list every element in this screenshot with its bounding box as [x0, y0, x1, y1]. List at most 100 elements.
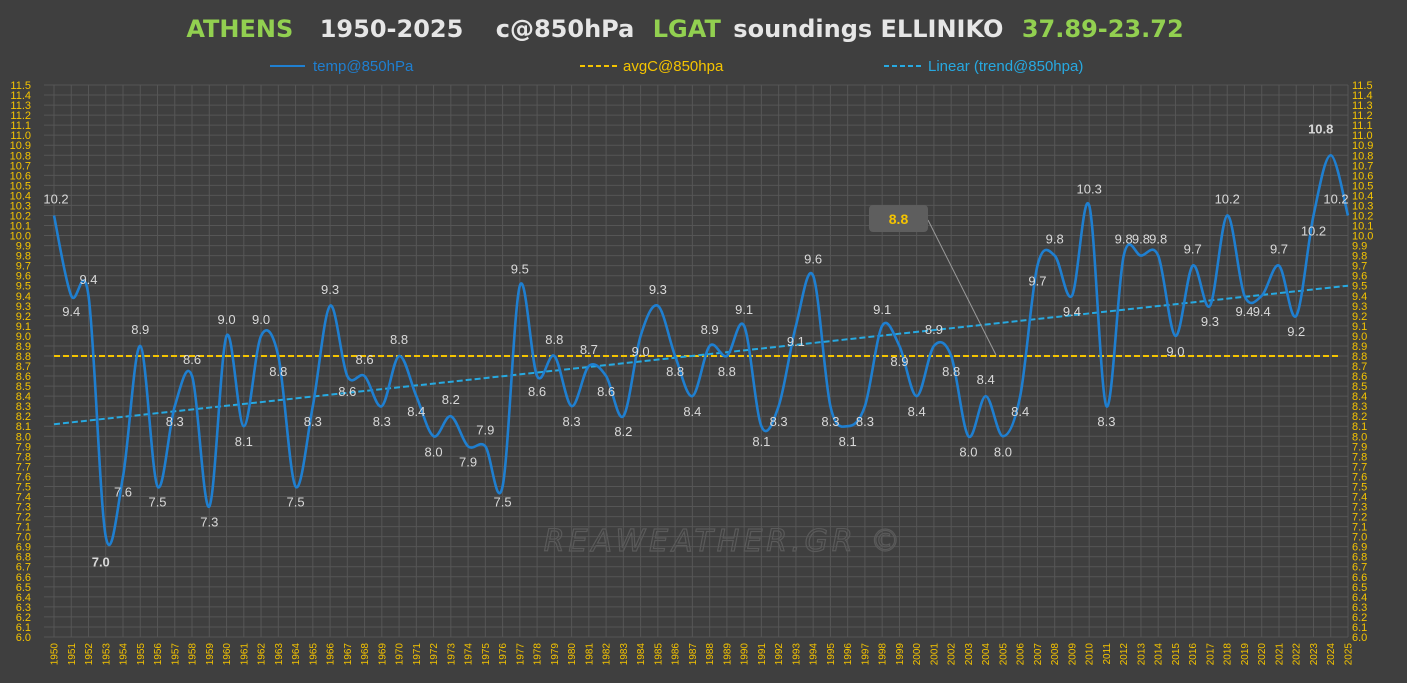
- y-tick-label-right: 9.8: [1352, 251, 1367, 263]
- y-tick-label-left: 7.9: [16, 441, 31, 453]
- x-tick-label: 1969: [377, 643, 388, 666]
- data-label: 8.4: [977, 372, 995, 387]
- series-line-temp: [52, 153, 1350, 547]
- data-label: 8.3: [563, 414, 581, 429]
- y-tick-label-left: 10.1: [10, 221, 31, 233]
- y-tick-label-right: 9.1: [1352, 321, 1367, 333]
- x-tick-label: 1958: [188, 643, 199, 666]
- legend-label-avg: avgC@850hpa: [623, 58, 724, 75]
- data-label: 7.5: [148, 494, 166, 509]
- data-label: 8.4: [683, 404, 701, 419]
- data-label: 9.3: [321, 282, 339, 297]
- y-tick-label-right: 8.4: [1352, 391, 1367, 403]
- x-tick-label: 1974: [464, 643, 475, 666]
- y-tick-label-right: 6.2: [1352, 612, 1367, 624]
- y-tick-label-right: 7.6: [1352, 471, 1367, 483]
- avg-callout-box: [869, 205, 928, 232]
- x-tick-label: 2015: [1171, 643, 1182, 666]
- x-tick-label: 1980: [567, 643, 578, 666]
- y-tick-label-right: 7.2: [1352, 512, 1367, 524]
- legend: temp@850hPa avgC@850hpa Linear (trend@85…: [270, 58, 1083, 75]
- x-tick-label: 2000: [912, 643, 923, 666]
- data-label: 8.7: [580, 342, 598, 357]
- x-tick-label: 1965: [308, 643, 319, 666]
- x-tick-label: 1996: [843, 643, 854, 666]
- x-tick-label: 2013: [1136, 643, 1147, 666]
- y-tick-label-right: 11.2: [1352, 110, 1373, 122]
- data-label: 8.0: [959, 444, 977, 459]
- data-label: 9.1: [873, 302, 891, 317]
- y-tick-label-right: 9.5: [1352, 281, 1367, 293]
- y-tick-label-left: 7.2: [16, 512, 31, 524]
- data-label: 8.9: [701, 322, 719, 337]
- y-tick-label-left: 8.8: [16, 351, 31, 363]
- x-tick-label: 1999: [895, 643, 906, 666]
- x-tick-label: 2006: [1016, 643, 1027, 666]
- y-tick-label-left: 8.3: [16, 401, 31, 413]
- x-tick-label: 1966: [326, 643, 337, 666]
- y-tick-label-left: 10.7: [10, 160, 31, 172]
- x-tick-label: 1971: [412, 643, 423, 666]
- y-tick-label-left: 9.3: [16, 301, 31, 313]
- x-tick-label: 1987: [688, 643, 699, 666]
- data-label: 10.2: [43, 191, 68, 206]
- data-label: 8.8: [269, 364, 287, 379]
- y-tick-label-right: 6.9: [1352, 542, 1367, 554]
- y-tick-label-left: 11.0: [10, 130, 31, 142]
- y-tick-label-left: 11.5: [10, 80, 31, 92]
- y-tick-label-left: 7.7: [16, 461, 31, 473]
- data-label: 8.2: [442, 392, 460, 407]
- data-label: 8.8: [545, 332, 563, 347]
- x-tick-label: 2012: [1119, 643, 1130, 666]
- y-tick-label-left: 7.3: [16, 502, 31, 514]
- y-tick-label-right: 8.3: [1352, 401, 1367, 413]
- y-tick-label-right: 8.2: [1352, 411, 1367, 423]
- y-tick-label-right: 11.1: [1352, 120, 1373, 132]
- series-layer: [52, 153, 1350, 547]
- data-label: 8.3: [821, 414, 839, 429]
- data-label: 7.5: [494, 494, 512, 509]
- y-tick-label-left: 6.3: [16, 602, 31, 614]
- y-axis-right: 6.06.16.26.36.46.56.66.76.86.97.07.17.27…: [1352, 80, 1373, 644]
- x-tick-label: 1952: [84, 643, 95, 666]
- y-tick-label-right: 11.5: [1352, 80, 1373, 92]
- y-tick-label-right: 6.5: [1352, 582, 1367, 594]
- y-tick-label-left: 8.9: [16, 341, 31, 353]
- x-tick-label: 1956: [153, 643, 164, 666]
- data-label: 9.8: [1149, 232, 1167, 247]
- x-tick-label: 2018: [1223, 643, 1234, 666]
- x-tick-label: 1977: [515, 643, 526, 666]
- x-tick-label: 2007: [1033, 643, 1044, 666]
- y-tick-label-left: 9.8: [16, 251, 31, 263]
- x-tick-label: 1994: [809, 643, 820, 666]
- y-tick-label-right: 8.7: [1352, 361, 1367, 373]
- x-tick-label: 1982: [602, 643, 613, 666]
- data-label: 8.4: [407, 404, 425, 419]
- y-tick-label-right: 6.4: [1352, 592, 1367, 604]
- gridlines: [44, 84, 1349, 638]
- y-tick-label-right: 10.7: [1352, 160, 1373, 172]
- y-tick-label-left: 7.1: [16, 522, 31, 534]
- data-label: 9.4: [1253, 304, 1271, 319]
- y-tick-label-left: 6.6: [16, 572, 31, 584]
- data-label: 8.8: [942, 364, 960, 379]
- x-tick-label: 1960: [222, 643, 233, 666]
- y-tick-label-left: 11.1: [10, 120, 31, 132]
- y-tick-label-right: 8.9: [1352, 341, 1367, 353]
- y-tick-label-right: 6.1: [1352, 622, 1367, 634]
- legend-label-trend: Linear (trend@850hpa): [928, 58, 1083, 75]
- y-tick-label-left: 10.0: [10, 231, 31, 243]
- data-label: 8.3: [373, 414, 391, 429]
- x-tick-label: 1997: [860, 643, 871, 666]
- y-tick-label-right: 7.8: [1352, 451, 1367, 463]
- y-tick-label-left: 6.1: [16, 622, 31, 634]
- y-tick-label-right: 9.2: [1352, 311, 1367, 323]
- x-tick-label: 1976: [498, 643, 509, 666]
- x-tick-label: 2025: [1344, 643, 1355, 666]
- y-tick-label-right: 8.6: [1352, 371, 1367, 383]
- x-tick-label: 2002: [947, 643, 958, 666]
- y-tick-label-right: 8.1: [1352, 421, 1367, 433]
- x-tick-label: 1955: [136, 643, 147, 666]
- data-label: 8.3: [856, 414, 874, 429]
